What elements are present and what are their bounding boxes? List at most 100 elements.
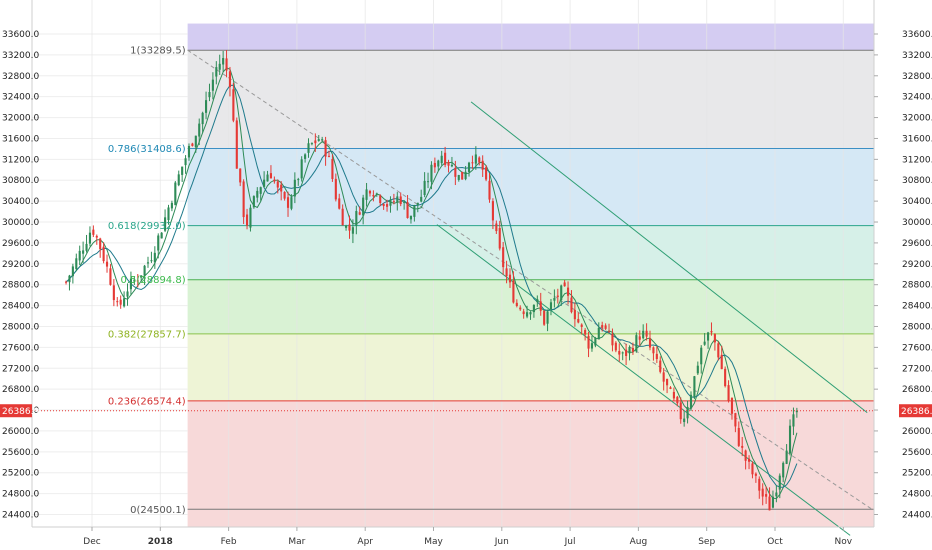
y-tick-label-right: 33600.0: [902, 30, 932, 40]
candle-body: [396, 196, 399, 203]
candle-body: [71, 266, 74, 277]
candle-body: [491, 201, 494, 221]
candle-body: [642, 330, 645, 339]
candle-body: [768, 496, 771, 511]
candle-body: [795, 410, 798, 413]
candle-body: [420, 196, 423, 202]
candle-body: [409, 215, 413, 220]
candle-body: [324, 140, 327, 157]
candle-body: [85, 243, 88, 251]
candle-body: [495, 223, 498, 232]
fib-label-0.236: 0.236(26574.4): [108, 396, 186, 407]
candle-body: [444, 152, 447, 165]
candle-body: [389, 199, 392, 206]
current-price-tag-right: [899, 404, 932, 418]
y-tick-label-left: 31600.0: [2, 134, 39, 144]
candle-body: [338, 198, 341, 209]
y-tick-label-left: 29200.0: [2, 260, 39, 270]
candle-body: [577, 318, 580, 323]
y-tick-label-left: 25200.0: [2, 469, 39, 479]
y-tick-label-right: 26000.0: [902, 427, 932, 437]
y-tick-label-left: 32800.0: [2, 72, 39, 82]
candle-body: [662, 372, 665, 382]
fib-label-1: 1(33289.5): [130, 46, 186, 57]
x-tick-label: May: [424, 537, 443, 547]
candle-body: [724, 368, 727, 387]
candle-body: [539, 301, 542, 311]
y-tick-label-left: 28800.0: [2, 281, 39, 291]
fib-band-1: [187, 50, 874, 149]
y-tick-label-left: 30400.0: [2, 197, 39, 207]
candle-body: [696, 365, 699, 374]
candle-body: [304, 154, 307, 159]
candle-body: [741, 445, 744, 448]
candle-body: [150, 260, 153, 262]
candle-body: [426, 181, 430, 183]
candle-body: [327, 155, 331, 157]
candle-body: [293, 179, 296, 197]
candle-body: [676, 396, 679, 404]
y-tick-label-right: 24800.0: [902, 490, 932, 500]
candle-body: [553, 297, 556, 301]
x-tick-label: Aug: [630, 537, 648, 547]
candle-body: [485, 167, 488, 180]
x-tick-label: Nov: [835, 537, 853, 547]
candle-body: [225, 58, 228, 71]
x-tick-label: Feb: [221, 537, 237, 547]
candle-body: [116, 301, 119, 303]
y-tick-label-right: 33200.0: [902, 51, 932, 61]
candle-body: [758, 478, 761, 491]
candle-body: [522, 311, 525, 315]
candle-body: [174, 182, 177, 206]
candle-body: [290, 197, 293, 209]
candle-body: [488, 180, 491, 200]
candle-body: [720, 354, 723, 370]
candle-body: [167, 207, 170, 221]
candle-body: [560, 285, 563, 300]
trend-channel: [187, 49, 873, 536]
candle-body: [700, 347, 703, 365]
candle-body: [215, 67, 218, 77]
candle-body: [123, 298, 126, 307]
candle-body: [498, 228, 501, 249]
candle-body: [727, 385, 730, 401]
candle-body: [191, 143, 194, 146]
candle-body: [406, 202, 409, 219]
x-tick-label: Apr: [357, 537, 373, 547]
candle-body: [775, 492, 778, 497]
candle-body: [143, 265, 146, 276]
fib-band-4: [187, 279, 874, 334]
candle-body: [239, 168, 242, 183]
candle-body: [621, 352, 624, 354]
candle-body: [112, 285, 115, 301]
candle-body: [348, 224, 351, 231]
candle-body: [512, 280, 515, 303]
fib-label-0.5: 0.5(28894.8): [121, 275, 186, 286]
candle-body: [648, 338, 652, 348]
y-tick-label-right: 28000.0: [902, 322, 932, 332]
y-tick-label-right: 24400.0: [902, 511, 932, 521]
fib-label-0.786: 0.786(31408.6): [108, 144, 186, 155]
candle-body: [717, 343, 720, 358]
candle-body: [519, 307, 522, 310]
x-tick-label: Dec: [83, 537, 100, 547]
candle-body: [382, 204, 385, 207]
candle-body: [194, 135, 197, 148]
x-tick-label: Oct: [767, 537, 783, 547]
candle-body: [526, 312, 529, 317]
candle-body: [669, 387, 672, 389]
y-tick-label-right: 27600.0: [902, 343, 932, 353]
candle-body: [269, 173, 273, 179]
y-tick-label-right: 32800.0: [902, 72, 932, 82]
candle-body: [461, 171, 464, 180]
labels: 1(33289.5) 0.786(31408.6) 0.618(29932.0) 0.…: [0, 30, 932, 547]
candle-body: [235, 120, 238, 169]
candle-body: [730, 398, 734, 414]
candle-body: [263, 179, 266, 187]
candle-body: [751, 463, 754, 475]
x-tick-label: Mar: [288, 537, 305, 547]
candle-body: [252, 196, 255, 208]
candle-body: [618, 350, 621, 355]
candle-body: [310, 143, 313, 145]
